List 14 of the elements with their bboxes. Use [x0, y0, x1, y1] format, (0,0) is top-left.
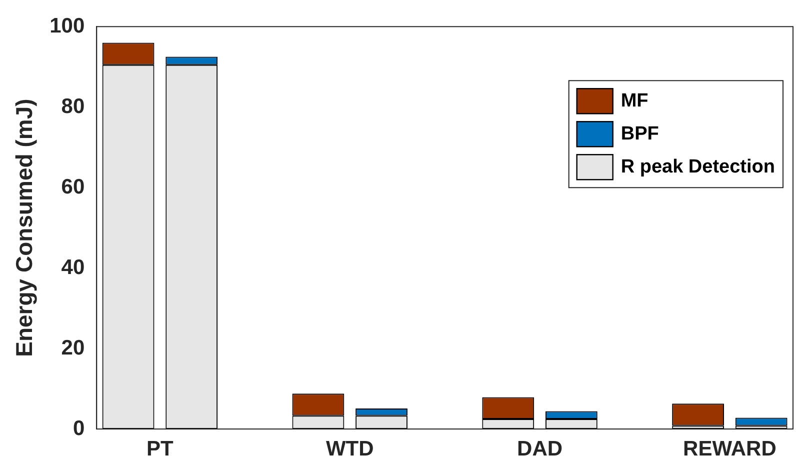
legend-label: MF: [620, 90, 648, 112]
y-tick-label: 40: [61, 256, 85, 279]
x-tick-label: REWARD: [683, 437, 776, 460]
x-tick-label: PT: [146, 437, 174, 460]
y-axis-title: Energy Consumed (mJ): [11, 98, 38, 357]
y-tick-label: 80: [61, 94, 85, 118]
x-tick-label: DAD: [517, 437, 563, 460]
y-tick-label: 0: [72, 416, 85, 440]
legend-label: BPF: [620, 123, 659, 144]
y-tick-label: 20: [61, 336, 85, 360]
legend-label: R peak Detection: [620, 156, 776, 178]
x-tick-label: WTD: [326, 437, 374, 460]
y-tick-label: 100: [50, 14, 85, 38]
y-tick-label: 60: [61, 175, 85, 198]
